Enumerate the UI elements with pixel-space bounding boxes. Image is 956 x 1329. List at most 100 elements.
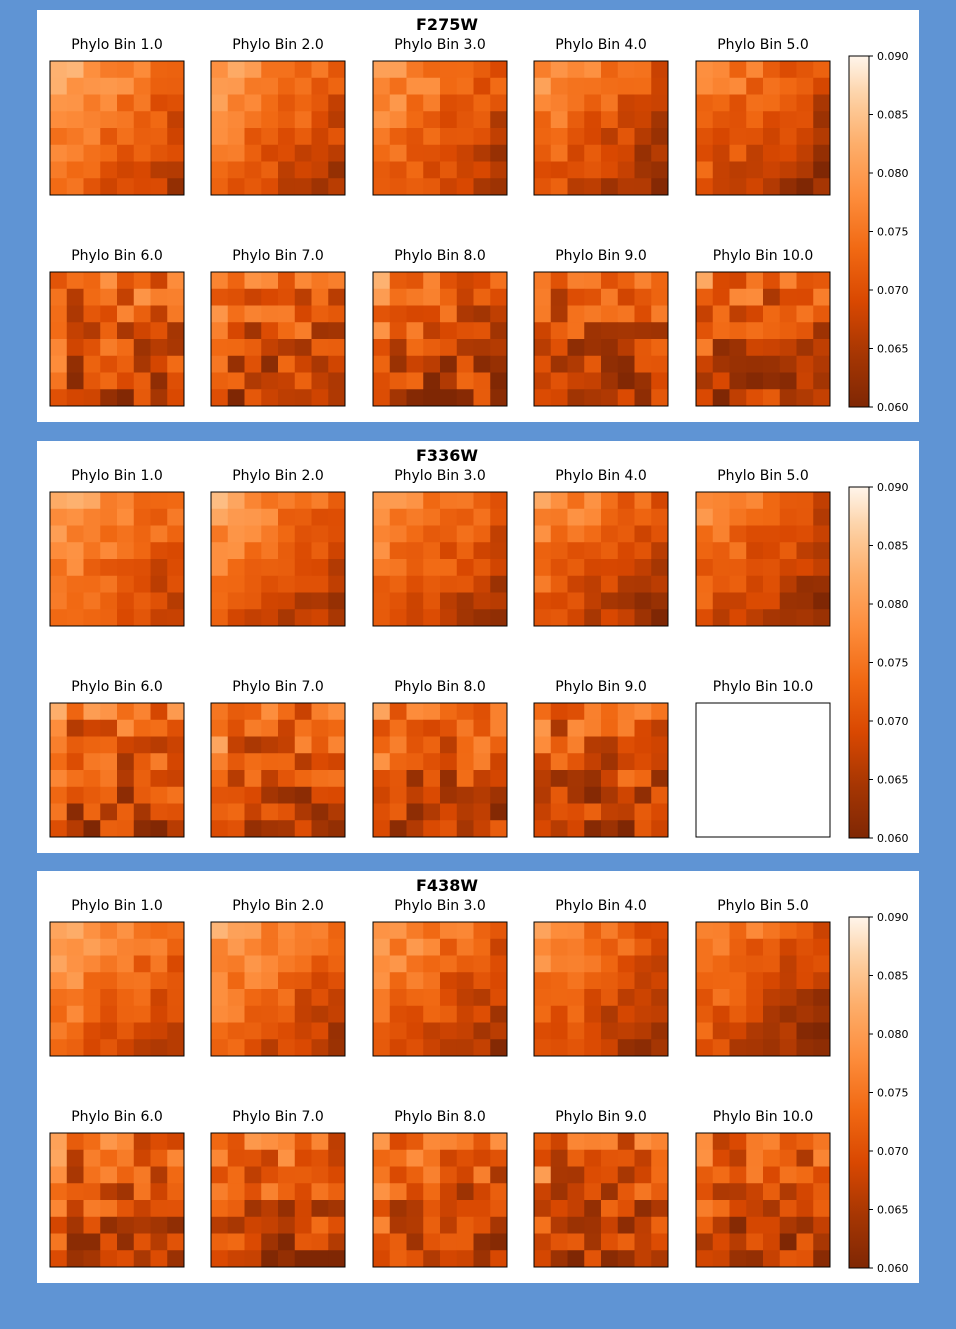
heatmap-cell [763,1022,781,1040]
heatmap-cell [294,322,312,340]
heatmap-cell [211,575,229,593]
heatmap-cell [601,1149,619,1167]
heatmap-cell [696,575,714,593]
heatmap-cell [328,111,346,129]
heatmap-cell [50,288,68,306]
heatmap-cell [617,1133,635,1151]
heatmap-cell [634,1022,652,1040]
heatmap-cell [490,1250,508,1268]
heatmap-cell [440,144,458,162]
heatmap-cell [601,161,619,179]
heatmap-cell [389,1005,407,1023]
heatmap-cell [473,922,491,940]
heatmap-cell [634,111,652,129]
heatmap-cell [567,1250,585,1268]
heatmap-cell [473,372,491,390]
heatmap-cell [567,922,585,940]
heatmap-cell [294,955,312,973]
heatmap-cell [167,820,185,838]
heatmap-cell [66,161,84,179]
heatmap-cell [763,288,781,306]
heatmap-cell [712,1039,730,1057]
heatmap-cell [244,305,262,323]
heatmap-cell [534,305,552,323]
heatmap-cell [100,355,118,373]
heatmap-cell [50,144,68,162]
heatmap-cell [729,609,747,627]
heatmap-cell [746,144,764,162]
heatmap-cell [100,1216,118,1234]
heatmap-cell [278,1149,296,1167]
heatmap-cell [584,178,602,196]
heatmap-cell [150,525,168,543]
colorbar-tick-label: 0.075 [877,226,909,239]
heatmap-cell [50,1039,68,1057]
heatmap-cell [567,372,585,390]
heatmap-cell [423,111,441,129]
heatmap-cell [550,703,568,721]
heatmap-cell [746,1005,764,1023]
heatmap-cell [389,719,407,737]
heatmap-cell [634,94,652,112]
heatmap-cell [389,389,407,407]
heatmap-cell [389,989,407,1007]
heatmap-cell [117,938,135,956]
heatmap-cell [456,1233,474,1251]
heatmap-cell [261,492,279,510]
heatmap-cell [227,492,245,510]
heatmap-cell [66,559,84,577]
heatmap-cell [584,322,602,340]
heatmap-cell [373,1005,391,1023]
heatmap-cell [813,1022,831,1040]
heatmap-cell [373,736,391,754]
heatmap-cell [373,128,391,146]
heatmap-cell [534,111,552,129]
heatmap-cell [696,955,714,973]
heatmap-cell [813,542,831,560]
heatmap-cell [746,592,764,610]
heatmap-cell [150,1250,168,1268]
heatmap-cell [651,820,669,838]
heatmap-subplot: Phylo Bin 10.0 [695,679,831,838]
heatmap-cell [227,922,245,940]
heatmap-cell [117,178,135,196]
heatmap-cell [813,1216,831,1234]
heatmap-cell [696,1039,714,1057]
heatmap-cell [311,1039,329,1057]
heatmap-cell [261,94,279,112]
heatmap-cell [456,492,474,510]
heatmap-cell [456,989,474,1007]
heatmap-cell [534,559,552,577]
heatmap-cell [211,592,229,610]
heatmap-cell [567,94,585,112]
subplot-frame [372,702,508,838]
heatmap-cell [490,525,508,543]
heatmap-cell [389,128,407,146]
heatmap-cell [440,272,458,290]
heatmap-cell [50,372,68,390]
heatmap-cell [534,161,552,179]
heatmap-cell [244,559,262,577]
heatmap-cell [584,111,602,129]
heatmap-cell [473,1216,491,1234]
heatmap-cell [294,111,312,129]
heatmap-cell [634,592,652,610]
subplot-title: Phylo Bin 8.0 [394,1109,486,1125]
heatmap-cell [227,1250,245,1268]
heatmap-cell [167,559,185,577]
heatmap-cell [440,1183,458,1201]
heatmap-cell [311,272,329,290]
heatmap-cell [83,389,101,407]
heatmap-cell [117,786,135,804]
heatmap-cell [796,288,814,306]
heatmap-cell [423,1166,441,1184]
heatmap-cell [328,989,346,1007]
heatmap-cell [796,575,814,593]
heatmap-cell [456,1149,474,1167]
heatmap-cell [584,94,602,112]
heatmap-cell [311,161,329,179]
heatmap-cell [696,77,714,95]
heatmap-cell [796,339,814,357]
heatmap-cell [406,1166,424,1184]
heatmap-cell [278,1166,296,1184]
